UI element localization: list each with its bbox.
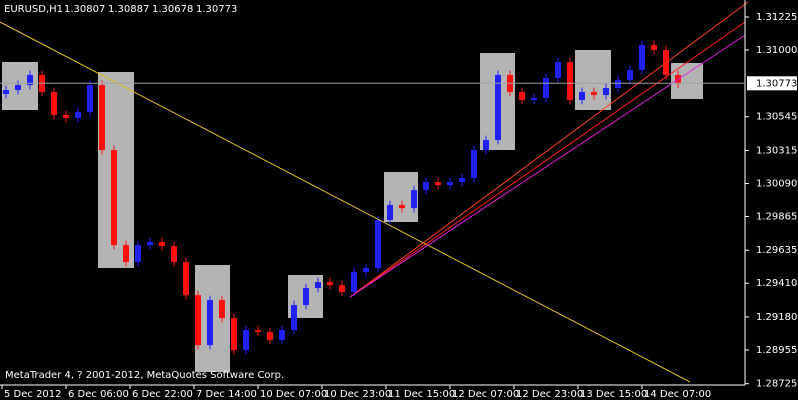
candle-body: [255, 330, 261, 333]
candle-body: [243, 330, 249, 351]
candle-body: [291, 305, 297, 331]
candle-body: [183, 262, 189, 296]
y-tick-label: 1.31000: [756, 45, 797, 56]
candle-body: [651, 45, 657, 51]
candle-body: [171, 246, 177, 263]
candle-body: [363, 268, 369, 273]
footer: MetaTrader 4, ? 2001-2012, MetaQuotes So…: [5, 370, 284, 381]
candle-body: [3, 90, 9, 95]
candle-body: [195, 295, 201, 346]
candle-body: [459, 178, 465, 183]
y-tick-label: 1.30545: [756, 112, 797, 123]
ohlc-open: 1.30807: [64, 4, 105, 15]
trend-line: [0, 21, 691, 383]
candle-body: [375, 220, 381, 269]
x-tick-label: 12 Dec 07:00: [452, 389, 519, 400]
candle-body: [339, 285, 345, 293]
candle-body: [315, 282, 321, 289]
candle-body: [447, 182, 453, 186]
candle-body: [135, 245, 141, 263]
candle-body: [399, 205, 405, 209]
candle-body: [99, 85, 105, 151]
x-tick-label: 6 Dec 06:00: [68, 389, 129, 400]
last-price-label: 1.30773: [756, 78, 797, 89]
candle-body: [111, 150, 117, 246]
trend-lines: [0, 1, 749, 383]
ohlc-high: 1.30887: [108, 4, 149, 15]
ohlc-low: 1.30678: [152, 4, 193, 15]
candle-body: [63, 114, 69, 119]
candle-body: [627, 69, 633, 81]
candle-body: [51, 91, 57, 115]
y-tick-label: 1.29410: [756, 278, 797, 289]
candle-body: [603, 88, 609, 96]
candle-body: [435, 182, 441, 186]
candle-body: [267, 332, 273, 341]
candle-body: [219, 300, 225, 319]
candle-body: [639, 45, 645, 70]
y-tick-label: 1.30090: [756, 178, 797, 189]
candle-body: [471, 150, 477, 179]
candle-body: [531, 97, 537, 101]
candle-body: [411, 190, 417, 209]
y-tick-label: 1.31225: [756, 12, 797, 23]
candle-body: [519, 91, 525, 101]
candle-body: [279, 330, 285, 341]
candle-body: [15, 85, 21, 91]
candle-body: [387, 205, 393, 220]
candle-body: [351, 272, 357, 293]
y-tick-label: 1.29180: [756, 312, 797, 323]
candle-body: [615, 80, 621, 88]
candle-body: [591, 91, 597, 96]
candle-body: [327, 282, 333, 286]
x-tick-label: 6 Dec 22:00: [132, 389, 193, 400]
y-tick-label: 1.29635: [756, 245, 797, 256]
trend-line: [349, 34, 746, 298]
y-tick-label: 1.28955: [756, 345, 797, 356]
x-tick-label: 10 Dec 07:00: [260, 389, 327, 400]
symbol: EURUSD,H1: [4, 4, 63, 15]
candle-body: [567, 62, 573, 101]
candle-body: [87, 85, 93, 113]
candle-body: [495, 74, 501, 141]
candle-body: [555, 62, 561, 79]
candle-body: [483, 140, 489, 151]
candle-body: [27, 74, 33, 86]
last-price-box: [747, 76, 797, 91]
y-tick-label: 1.29865: [756, 211, 797, 222]
candle-body: [75, 112, 81, 119]
candle-body: [543, 78, 549, 98]
candle-body: [423, 182, 429, 191]
trend-line: [349, 1, 749, 298]
x-tick-label: 13 Dec 15:00: [580, 389, 647, 400]
candle-body: [123, 245, 129, 263]
candle-body: [231, 318, 237, 351]
x-tick-label: 10 Dec 23:00: [324, 389, 391, 400]
trend-line: [349, 21, 746, 298]
box: [575, 50, 611, 110]
ohlc-close: 1.30773: [196, 4, 237, 15]
candle-body: [207, 300, 213, 346]
x-tick-label: 14 Dec 07:00: [644, 389, 711, 400]
x-tick-label: 12 Dec 23:00: [516, 389, 583, 400]
candle-body: [147, 242, 153, 246]
candle-body: [159, 242, 165, 247]
y-tick-label: 1.30315: [756, 145, 797, 156]
x-tick-label: 7 Dec 14:00: [196, 389, 257, 400]
y-tick-label: 1.28725: [756, 379, 797, 390]
candle-body: [579, 91, 585, 101]
x-tick-label: 5 Dec 2012: [4, 389, 62, 400]
candle-body: [303, 288, 309, 306]
x-tick-label: 11 Dec 15:00: [388, 389, 455, 400]
